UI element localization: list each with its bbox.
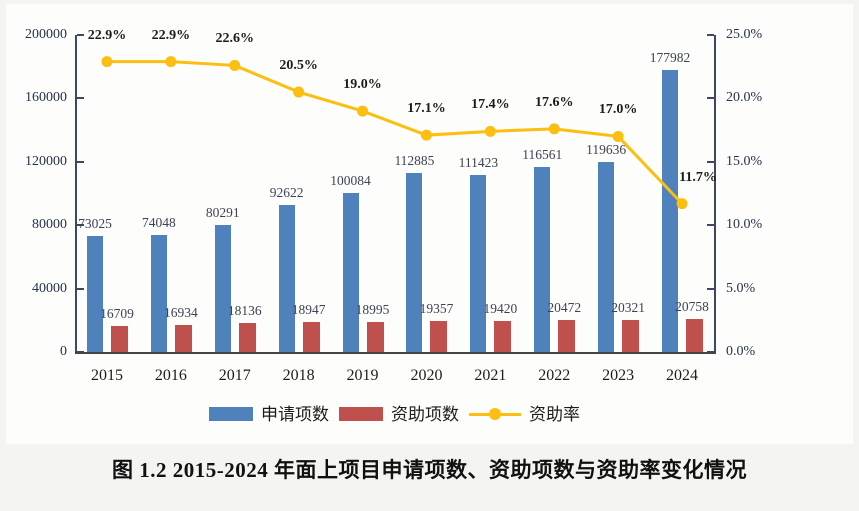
left-axis-tick-label: 120000 [25, 153, 67, 169]
red-bar [110, 325, 128, 352]
rate-point-label: 22.9% [151, 27, 191, 43]
left-axis-tick [77, 287, 84, 290]
rate-point-label: 19.0% [343, 77, 382, 93]
blue-bar-value-label: 100084 [330, 173, 371, 189]
blue-bar [406, 173, 423, 352]
blue-bar-value-label: 80291 [205, 204, 240, 220]
left-axis-tick [77, 160, 84, 163]
right-axis-tick-label: 5.0% [726, 280, 756, 296]
left-axis-tick-label: 40000 [32, 280, 67, 296]
x-axis-label: 2016 [154, 367, 187, 384]
legend-item-applications: 申请项数 [209, 406, 329, 423]
x-axis-label: 2021 [474, 367, 507, 384]
blue-bar-value-label: 73025 [78, 216, 112, 232]
left-axis-line [75, 35, 77, 352]
x-axis-label: 2022 [538, 367, 571, 384]
rate-point-label: 17.1% [407, 101, 446, 117]
red-bar-value-label: 20758 [675, 299, 709, 315]
right-axis-tick [707, 287, 714, 290]
right-axis-tick [707, 224, 714, 227]
red-bar [366, 321, 384, 352]
blue-bar-value-label: 177982 [649, 49, 691, 65]
right-axis-line [714, 35, 716, 352]
blue-bar [86, 236, 103, 352]
x-axis-line [75, 352, 716, 354]
left-axis-tick-label: 80000 [32, 217, 67, 233]
rate-point-label: 22.9% [87, 27, 127, 43]
red-bar-value-label: 16709 [100, 305, 134, 321]
x-axis-label: 2019 [346, 367, 379, 384]
red-bar-value-label: 19420 [483, 301, 518, 317]
blue-bar [342, 193, 359, 352]
legend-label: 申请项数 [261, 404, 329, 424]
red-bar [302, 321, 320, 352]
red-bar [558, 319, 576, 352]
red-bar [686, 319, 704, 352]
red-bar-value-label: 18136 [227, 303, 262, 319]
rate-point-label: 17.0% [598, 102, 638, 118]
blue-bar-value-label: 74048 [141, 214, 176, 230]
legend-label: 资助率 [529, 404, 580, 424]
left-axis-tick-label: 0 [60, 344, 67, 359]
rate-point-label: 11.7% [679, 169, 717, 185]
blue-bar-value-label: 119636 [586, 142, 627, 158]
x-axis-label: 2024 [666, 367, 699, 384]
legend-item-funded: 资助项数 [339, 406, 459, 423]
rate-point-label: 17.4% [471, 97, 510, 113]
red-bar-value-label: 19357 [419, 301, 454, 317]
rate-point-label: 20.5% [279, 58, 318, 74]
red-bar-swatch-icon [339, 407, 383, 421]
x-axis-label: 2015 [90, 367, 123, 384]
x-axis-label: 2017 [218, 367, 251, 384]
red-bar-value-label: 16934 [163, 305, 198, 321]
red-bar [238, 323, 256, 352]
red-bar [430, 321, 448, 352]
x-axis-label: 2020 [410, 367, 443, 384]
figure-caption: 图 1.2 2015-2024 年面上项目申请项数、资助项数与资助率变化情况 [112, 458, 747, 482]
right-axis-tick-label: 15.0% [726, 153, 763, 169]
blue-bar-swatch-icon [209, 407, 253, 421]
left-axis-tick-label: 200000 [25, 27, 67, 42]
x-axis-label: 2023 [602, 367, 635, 384]
legend-label: 资助项数 [391, 404, 459, 424]
right-axis-tick-label: 20.0% [726, 90, 763, 106]
blue-bar [470, 175, 487, 352]
right-axis-tick-label: 25.0% [726, 27, 763, 42]
red-bar [494, 321, 512, 352]
red-bar-value-label: 20321 [611, 299, 646, 315]
red-bar-value-label: 18995 [355, 301, 390, 317]
left-axis-tick [77, 34, 84, 36]
right-axis-tick [707, 97, 714, 100]
rate-point-label: 17.6% [535, 94, 574, 110]
left-axis-tick [77, 224, 84, 227]
rate-point-label: 22.6% [215, 31, 255, 47]
blue-bar [598, 162, 615, 352]
right-axis-tick [707, 34, 714, 36]
blue-bar [534, 167, 551, 352]
blue-bar [214, 224, 231, 352]
right-axis-tick-label: 0.0% [726, 344, 756, 359]
red-bar [622, 319, 640, 352]
blue-bar-value-label: 92622 [269, 185, 304, 201]
right-axis-tick [707, 351, 714, 353]
red-bar [174, 325, 192, 352]
red-bar-value-label: 18947 [291, 301, 326, 317]
left-axis-tick [77, 97, 84, 100]
left-axis-tick-label: 160000 [25, 90, 67, 106]
right-axis-tick [707, 160, 714, 163]
blue-bar [278, 205, 295, 352]
blue-bar [150, 234, 167, 352]
yellow-line-swatch-icon [469, 408, 521, 420]
red-bar-value-label: 20472 [547, 299, 582, 315]
left-axis-tick [77, 351, 84, 353]
legend-item-rate: 资助率 [469, 406, 580, 423]
x-axis-label: 2018 [282, 367, 315, 384]
chart-legend: 申请项数 资助项数 资助率 [75, 401, 714, 427]
right-axis-tick-label: 10.0% [726, 217, 763, 233]
